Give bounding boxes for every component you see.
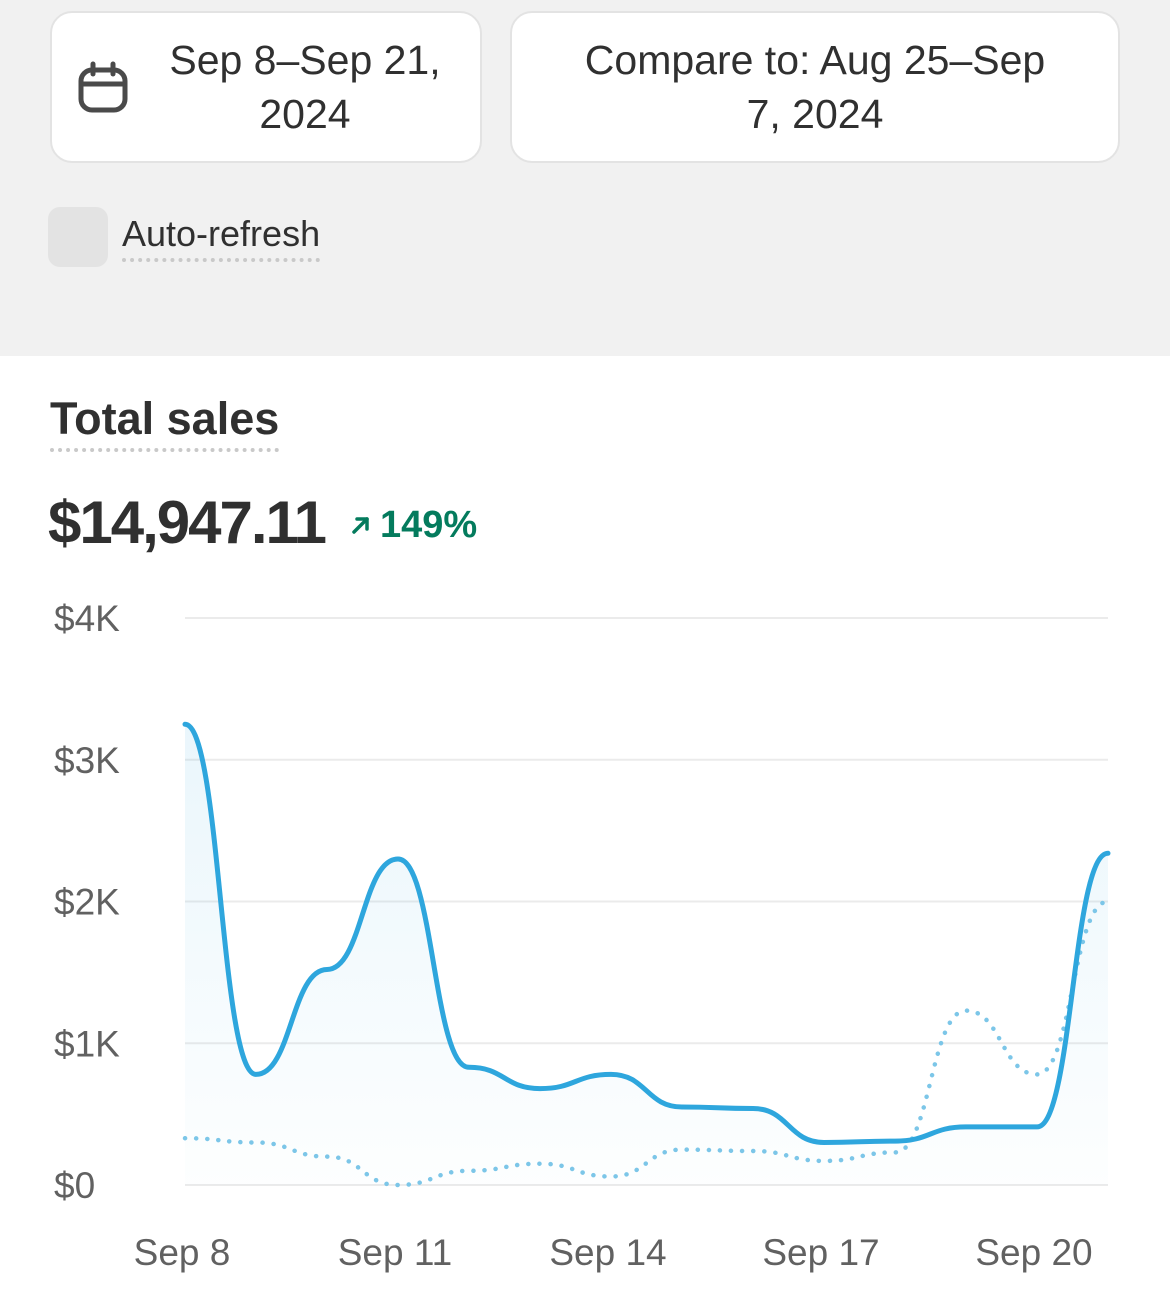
x-tick-label: Sep 20 [975,1232,1092,1273]
x-tick-label: Sep 11 [338,1232,453,1273]
y-tick-label: $2K [54,882,120,923]
sales-line-chart: $0$1K$2K$3K$4K Sep 8 Sep 11 Sep 14 Sep 17 Se… [54,598,1111,1273]
auto-refresh-checkbox[interactable] [48,207,108,267]
primary-series-area [185,724,1108,1185]
metric-title[interactable]: Total sales [50,392,280,452]
y-axis-labels: $0 $1K $2K $3K $4K [54,598,120,1206]
calendar-icon [78,61,128,113]
y-tick-label: $1K [54,1023,120,1064]
metric-change-value: 149% [380,504,478,546]
auto-refresh-label: Auto-refresh [122,212,321,262]
y-tick-label: $0 [54,1165,95,1206]
compare-range-label: Compare to: Aug 25–Sep 7, 2024 [584,37,1046,137]
auto-refresh-toggle[interactable]: Auto-refresh [48,207,321,267]
primary-series-line [182,721,1111,1145]
date-range-label: Sep 8–Sep 21, 2024 [169,37,441,137]
y-tick-label: $4K [54,598,120,639]
x-tick-label: Sep 14 [549,1232,666,1273]
x-tick-label: Sep 8 [134,1232,231,1273]
x-tick-label: Sep 17 [762,1232,879,1273]
date-range-button[interactable]: Sep 8–Sep 21, 2024 [50,11,482,163]
x-axis-labels: Sep 8 Sep 11 Sep 14 Sep 17 Sep 20 [134,1232,1093,1273]
metric-change-badge: 149% [350,503,477,547]
metric-value: $14,947.11 [48,489,327,556]
compare-range-button[interactable]: Compare to: Aug 25–Sep 7, 2024 [510,11,1120,163]
y-tick-label: $3K [54,740,120,781]
arrow-up-right-icon [352,517,369,534]
